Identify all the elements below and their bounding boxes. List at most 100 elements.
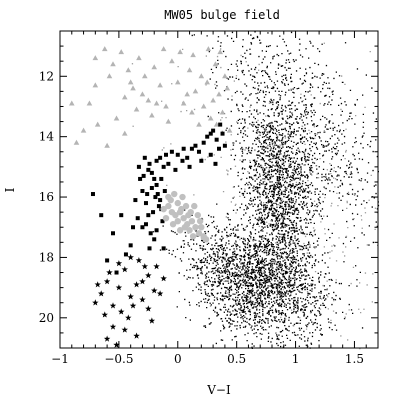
data-point-square [133, 198, 138, 203]
plot-frame [59, 30, 379, 349]
data-point-circle [162, 214, 170, 222]
data-point-star [156, 290, 164, 297]
y-tick-label: 14 [39, 130, 55, 144]
data-point-triangle [192, 88, 199, 94]
data-point-star [98, 290, 105, 297]
data-point-triangle [73, 139, 80, 145]
data-point-star [121, 326, 128, 333]
data-point-square [193, 143, 198, 148]
data-point-square [140, 189, 145, 194]
data-point-star [127, 254, 134, 261]
data-point-triangle [121, 130, 128, 136]
data-point-triangle [186, 67, 193, 73]
data-point-triangle [113, 115, 120, 121]
data-point-square [158, 155, 163, 160]
data-point-circle [169, 221, 177, 228]
series-star [92, 254, 167, 348]
data-point-triangle [190, 52, 196, 58]
data-point-square [161, 164, 166, 169]
data-point-triangle [169, 58, 175, 64]
data-point-square [135, 216, 140, 221]
data-point-square [199, 158, 204, 163]
data-point-square [217, 146, 221, 151]
y-tick-label: 16 [39, 190, 54, 204]
data-point-star [129, 302, 137, 309]
data-point-circle [194, 211, 201, 219]
data-point-square [205, 134, 210, 139]
data-point-square [222, 143, 227, 148]
data-point-circle [196, 218, 204, 225]
data-point-circle [188, 218, 196, 225]
data-point-square [160, 219, 165, 224]
data-point-circle [195, 230, 203, 237]
data-point-square [169, 149, 174, 154]
data-point-square [154, 228, 159, 233]
data-point-square [131, 225, 136, 230]
data-point-triangle [180, 100, 187, 106]
x-tick-label: 1.5 [345, 352, 364, 366]
data-point-triangle [205, 46, 212, 52]
data-point-square [175, 152, 180, 157]
data-point-star [109, 323, 117, 330]
data-point-star [139, 278, 146, 285]
data-point-triangle [224, 85, 231, 91]
data-point-triangle [80, 127, 87, 133]
data-point-square [181, 146, 186, 151]
data-point-triangle [101, 46, 108, 52]
data-point-circle [182, 202, 190, 210]
data-point-square [211, 128, 216, 133]
series-square [90, 122, 227, 275]
data-point-square [146, 167, 151, 172]
data-point-square [146, 213, 151, 218]
data-point-triangle [110, 61, 116, 67]
data-point-square [180, 158, 185, 163]
data-point-square [218, 122, 223, 127]
data-point-square [90, 192, 95, 197]
data-point-square [119, 213, 124, 218]
data-point-triangle [189, 109, 195, 115]
data-point-triangle [136, 55, 142, 61]
data-point-square [155, 192, 160, 197]
data-point-triangle [200, 103, 207, 109]
data-point-circle [160, 205, 167, 213]
data-point-star [106, 269, 113, 276]
data-point-square [187, 164, 192, 169]
data-point-triangle [68, 100, 75, 106]
data-point-square [166, 161, 171, 166]
data-point-square [136, 164, 141, 169]
data-point-square [153, 195, 158, 200]
data-point-square [128, 243, 133, 248]
data-point-circle [165, 202, 172, 210]
data-point-triangle [133, 106, 140, 112]
data-point-square [111, 231, 115, 236]
data-point-triangle [213, 121, 220, 127]
data-point-square [159, 176, 164, 181]
data-point-triangle [125, 67, 132, 73]
data-point-star [103, 278, 111, 285]
data-point-square [161, 246, 166, 251]
data-point-triangle [86, 100, 93, 106]
data-point-square [140, 225, 145, 230]
data-point-star [145, 272, 152, 279]
data-point-triangle [139, 91, 146, 97]
data-point-star [113, 341, 120, 348]
data-point-square [114, 270, 119, 275]
data-point-star [101, 311, 108, 318]
y-tick-label: 12 [39, 69, 54, 83]
data-point-triangle [92, 82, 99, 88]
data-point-triangle [92, 55, 99, 61]
data-point-circle [179, 193, 186, 201]
axes: −1 −0.5 0 0.5 1 1.5 12 14 16 18 20 [39, 31, 378, 366]
data-point-triangle [217, 49, 223, 55]
data-point-square [164, 152, 168, 157]
data-point-square [214, 137, 219, 142]
data-point-square [149, 185, 154, 190]
data-point-star [133, 281, 140, 288]
data-point-square [162, 189, 167, 194]
data-point-square [154, 158, 159, 163]
data-point-circle [171, 190, 178, 198]
data-point-triangle [219, 109, 226, 115]
y-axis-label: I [3, 187, 17, 192]
data-point-square [143, 222, 148, 227]
